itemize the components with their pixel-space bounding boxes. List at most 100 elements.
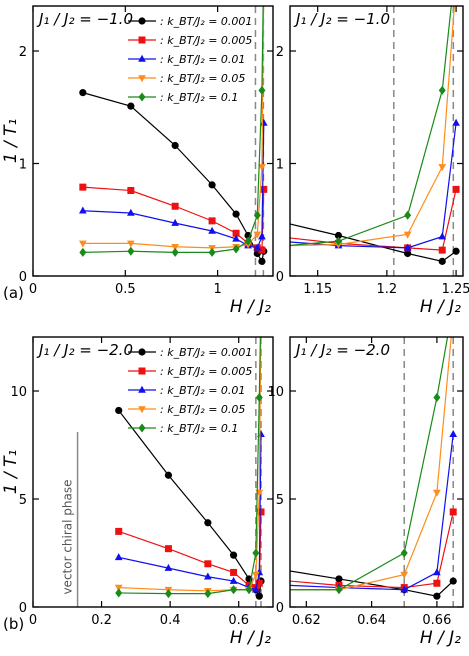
- data-point: [252, 585, 260, 593]
- series-group: [65, 6, 460, 265]
- x-tick-label: 0.62: [292, 613, 321, 628]
- legend-marker: [138, 75, 146, 83]
- panel-letter: (a): [3, 284, 24, 302]
- data-point: [232, 229, 240, 237]
- x-tick-label: 0.2: [91, 613, 112, 628]
- plot-frame: [289, 5, 464, 277]
- data-point: [232, 210, 240, 218]
- data-point: [433, 568, 441, 576]
- y-tick-label: 5: [19, 493, 27, 508]
- x-tick-label: 0.66: [422, 613, 451, 628]
- legend-marker: [138, 385, 146, 393]
- data-point: [171, 243, 180, 251]
- data-point: [65, 227, 73, 234]
- legend-entry: : k_BT/J₂ = 0.001: [160, 346, 252, 359]
- data-point: [244, 236, 252, 246]
- data-point: [229, 551, 238, 559]
- panel-title: J₁ / J₂ = −1.0: [293, 10, 390, 28]
- data-point: [126, 208, 135, 216]
- legend-entry: : k_BT/J₂ = 0.001: [160, 15, 252, 28]
- data-point: [208, 181, 216, 189]
- data-point: [204, 572, 212, 580]
- plot-frame: [32, 5, 274, 277]
- data-point: [438, 85, 446, 95]
- data-point: [438, 246, 446, 254]
- legend-entry: : k_BT/J₂ = 0.1: [160, 422, 238, 435]
- series-line-4: [290, 6, 452, 246]
- data-point: [433, 392, 441, 403]
- y-tick-label: 1: [19, 158, 27, 173]
- series-line-4: [118, 337, 262, 595]
- legend-entry: : k_BT/J₂ = 0.1: [160, 91, 238, 104]
- data-point: [253, 231, 262, 239]
- data-point: [452, 185, 460, 193]
- data-point: [230, 585, 238, 595]
- series-group: [114, 337, 265, 600]
- x-tick-label: 0.4: [160, 613, 181, 628]
- data-point: [65, 248, 72, 257]
- x-tick-label: 0.6: [228, 613, 249, 628]
- data-point: [164, 471, 173, 479]
- legend-entry: : k_BT/J₂ = 0.05: [160, 72, 245, 85]
- phase-annotation: vector chiral phase: [61, 479, 75, 594]
- data-point: [449, 577, 457, 585]
- legend-marker: [138, 423, 146, 433]
- data-point: [65, 245, 73, 252]
- data-point: [114, 584, 123, 592]
- y-tick-label: 5: [276, 493, 284, 508]
- data-point: [232, 234, 240, 242]
- series-line-2: [290, 434, 454, 591]
- data-point: [115, 527, 123, 535]
- data-point: [232, 244, 240, 254]
- legend-entry: : k_BT/J₂ = 0.005: [160, 34, 252, 47]
- data-point: [257, 508, 265, 516]
- legend-entry: : k_BT/J₂ = 0.01: [160, 53, 245, 66]
- data-point: [404, 210, 412, 220]
- x-tick-label: 0: [29, 282, 37, 297]
- legend-entry: : k_BT/J₂ = 0.05: [160, 403, 245, 416]
- y-axis-label: 1 / T₁: [1, 119, 21, 164]
- x-axis-label: H / J₂: [420, 297, 461, 317]
- data-point: [171, 218, 180, 226]
- data-point: [230, 568, 238, 576]
- data-point: [208, 247, 216, 257]
- y-axis-label: 1 / T₁: [1, 450, 21, 495]
- legend: : k_BT/J₂ = 0.001 : k_BT/J₂ = 0.005 : k_BT…: [128, 15, 252, 104]
- series-line-0: [290, 223, 457, 263]
- data-point: [79, 89, 87, 97]
- panel-a-main: 0 0.5 1 0 1 2 J₁ / J₂ = −1.0 H / J₂ 1 / T₁ (a): k…: [1, 5, 274, 317]
- data-point: [438, 257, 446, 265]
- data-point: [438, 232, 447, 240]
- data-point: [188, 577, 196, 584]
- y-tick-label: 2: [276, 45, 284, 60]
- data-point: [258, 232, 266, 240]
- data-point: [171, 247, 179, 257]
- data-point: [404, 249, 412, 258]
- data-point: [208, 226, 216, 234]
- data-point: [127, 187, 135, 194]
- y-tick-label: 0: [276, 270, 284, 285]
- data-point: [452, 247, 460, 255]
- series-line-3: [290, 6, 455, 247]
- legend: : k_BT/J₂ = 0.001: k_BT/J₂ = 0.005: k_BT…: [128, 346, 252, 435]
- data-point: [164, 563, 173, 571]
- data-point: [258, 257, 266, 265]
- data-point: [257, 430, 265, 437]
- data-point: [204, 560, 212, 568]
- data-point: [438, 164, 447, 172]
- series-line-4: [290, 337, 449, 591]
- data-point: [433, 489, 441, 497]
- data-point: [78, 206, 87, 214]
- data-point: [78, 240, 87, 248]
- data-point: [400, 548, 408, 558]
- plot-frame: [289, 336, 464, 608]
- legend-marker: [138, 367, 146, 375]
- x-tick-label: 1.15: [303, 282, 332, 297]
- data-point: [403, 243, 412, 251]
- data-point: [253, 210, 261, 220]
- data-point: [245, 585, 253, 595]
- series-line-2: [290, 122, 457, 249]
- series-line-2: [118, 434, 262, 591]
- data-point: [127, 102, 135, 110]
- x-tick-label: 1: [213, 282, 221, 297]
